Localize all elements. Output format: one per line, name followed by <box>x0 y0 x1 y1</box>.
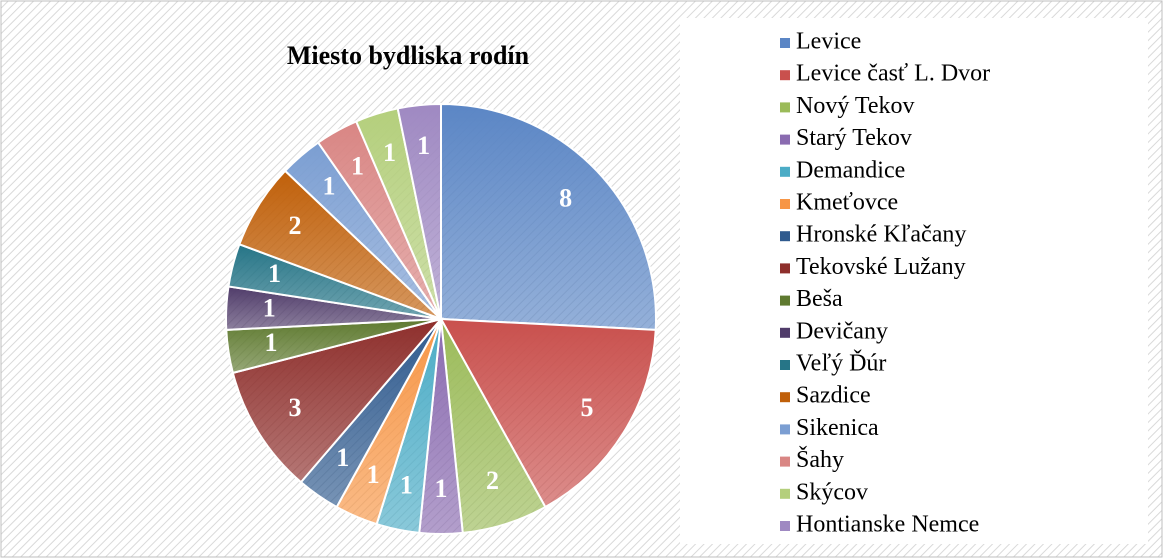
legend-marker <box>780 199 790 209</box>
legend-marker <box>780 70 790 81</box>
legend-label: Hronské Kľačany <box>796 222 966 248</box>
legend-area <box>680 18 1148 544</box>
data-label: 2 <box>486 466 499 495</box>
legend-label: Šahy <box>796 446 844 473</box>
data-label: 1 <box>264 328 277 357</box>
chart-title: Miesto bydliska rodín <box>287 41 530 70</box>
legend-label: Tekovské Lužany <box>796 254 966 280</box>
legend-marker <box>780 231 790 242</box>
legend-label: Devičany <box>796 318 888 344</box>
legend-label: Nový Tekov <box>796 93 915 119</box>
data-label: 1 <box>268 259 281 288</box>
legend-label: Levice časť L. Dvor <box>796 61 990 87</box>
slice <box>396 102 442 320</box>
legend-marker <box>780 166 790 177</box>
legend-marker <box>780 134 790 145</box>
slice <box>440 102 657 331</box>
legend-label: Demandice <box>796 157 905 183</box>
legend-label: Hontianske Nemce <box>796 512 979 538</box>
legend-marker <box>780 102 790 113</box>
data-label: 5 <box>580 393 593 422</box>
legend-marker <box>780 38 790 48</box>
legend-marker <box>780 424 790 435</box>
legend-marker <box>780 521 790 531</box>
data-label: 1 <box>383 138 396 167</box>
legend-marker <box>780 456 790 467</box>
legend-marker <box>780 295 790 306</box>
data-label: 1 <box>263 293 276 322</box>
data-label: 1 <box>351 152 364 181</box>
data-label: 8 <box>559 183 572 212</box>
legend-label: Starý Tekov <box>796 125 912 151</box>
legend-label: Skýcov <box>796 479 868 505</box>
data-label: 1 <box>435 474 448 503</box>
slice <box>439 317 657 509</box>
legend-label: Sazdice <box>796 383 871 409</box>
data-label: 1 <box>322 171 335 200</box>
legend-marker <box>780 392 790 403</box>
legend-label: Sikenica <box>796 415 879 441</box>
data-label: 1 <box>367 460 380 489</box>
legend-label: Levice <box>796 29 861 55</box>
legend-label: Kmeťovce <box>796 190 898 216</box>
data-label: 1 <box>336 443 349 472</box>
data-label: 1 <box>400 470 413 499</box>
data-label: 3 <box>289 393 302 422</box>
legend: Levice Levice časť L. Dvor Nový Tekov Starý… <box>780 29 990 538</box>
legend-label: Veľý Ďúr <box>796 351 886 377</box>
legend-marker <box>780 360 790 370</box>
legend-label: Beša <box>796 286 843 312</box>
legend-marker <box>780 488 790 499</box>
data-label: 2 <box>289 211 302 240</box>
data-label: 1 <box>417 131 430 160</box>
legend-marker <box>780 263 790 274</box>
legend-marker <box>780 327 790 338</box>
